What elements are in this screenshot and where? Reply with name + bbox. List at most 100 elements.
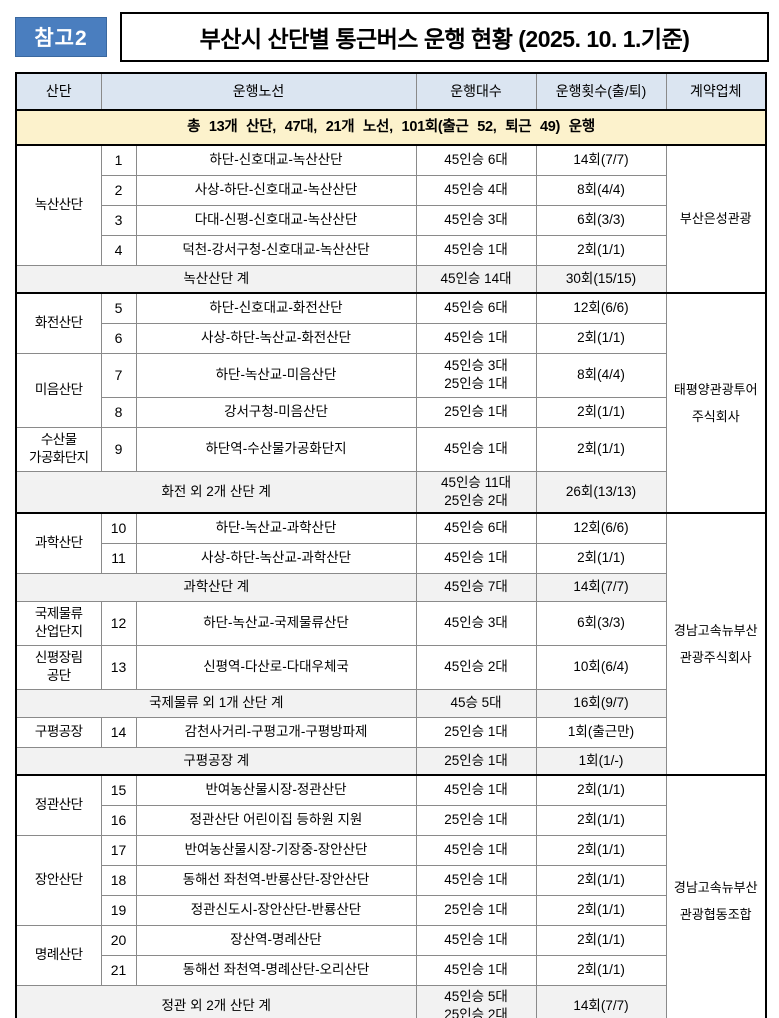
route-row: 3 다대-신평-신호대교-녹산산단 45인승 3대 6회(3/3) <box>16 204 766 236</box>
route-name: 감천사거리-구평고개-구평방파제 <box>135 716 417 748</box>
route-number: 12 <box>100 600 137 646</box>
bus-count: 45인승 1대 <box>415 234 537 266</box>
bus-count: 45인승 6대 <box>415 512 537 544</box>
route-row: 구평공장 14 감천사거리-구평고개-구평방파제 25인승 1대 1회(출근만) <box>15 716 766 748</box>
subtotal-bus-count: 45승 5대 <box>415 688 537 718</box>
route-row: 과학산단 10 하단-녹산교-과학산단 45인승 6대 12회(6/6) 경남고속뉴부산 … <box>15 512 767 776</box>
route-name: 하단-신호대교-녹산산단 <box>135 144 417 176</box>
route-name: 정관산단 어린이집 등하원 지원 <box>135 804 417 836</box>
subtotal-row: 과학산단 계 45인승 7대 14회(7/7) <box>15 572 766 602</box>
section-cell: 미음산단 <box>15 352 102 428</box>
bus-count: 45인승 3대 25인승 1대 <box>415 352 537 398</box>
contractor-cell: 태평양관광투어 주식회사 <box>665 292 767 514</box>
route-number: 16 <box>100 804 137 836</box>
col-header-bus-count: 운행대수 <box>415 72 537 111</box>
bus-count: 25인승 1대 <box>415 396 537 428</box>
bus-count: 25인승 1대 <box>415 894 537 926</box>
route-name: 동해선 좌천역-명례산단-오리산단 <box>135 954 417 986</box>
col-header-route: 운행노선 <box>100 72 417 111</box>
title-box: 부산시 산단별 통근버스 운행 현황 (2025. 10. 1.기준) <box>120 12 769 62</box>
trip-count: 2회(1/1) <box>535 426 667 472</box>
route-number: 15 <box>100 774 137 806</box>
route-row: 녹산산단 1 하단-신호대교-녹산산단 45인승 6대 14회(7/7) 부산은성관광 <box>15 144 767 294</box>
subtotal-bus-count: 45인승 11대 25인승 2대 <box>415 470 537 514</box>
route-number: 5 <box>100 292 137 324</box>
route-row: 신평장림 공단 13 신평역-다산로-다대우체국 45인승 2대 10회(6/4) <box>15 644 766 690</box>
subtotal-label: 과학산단 계 <box>15 572 417 602</box>
section-cell: 구평공장 <box>15 716 102 748</box>
trip-count: 6회(3/3) <box>535 204 667 236</box>
route-row: 국제물류 산업단지 12 하단-녹산교-국제물류산단 45인승 3대 6회(3/3) <box>15 600 766 646</box>
subtotal-row: 녹산산단 계 45인승 14대 30회(15/15) <box>15 264 766 294</box>
bus-count: 45인승 1대 <box>415 542 537 574</box>
trip-count: 12회(6/6) <box>535 512 667 544</box>
trip-count: 2회(1/1) <box>535 542 667 574</box>
route-row: 18 동해선 좌천역-반룡산단-장안산단 45인승 1대 2회(1/1) <box>16 864 766 896</box>
subtotal-trip-count: 16회(9/7) <box>535 688 667 718</box>
bus-count: 45인승 1대 <box>415 834 537 866</box>
subtotal-row: 국제물류 외 1개 산단 계 45승 5대 16회(9/7) <box>15 688 766 718</box>
route-number: 3 <box>100 204 137 236</box>
trip-count: 2회(1/1) <box>535 864 667 896</box>
summary-total-text: 총 13개 산단, 47대, 21개 노선, 101회(출근 52, 퇴근 49… <box>15 109 767 146</box>
route-number: 13 <box>100 644 137 690</box>
summary-row: 총 13개 산단, 47대, 21개 노선, 101회(출근 52, 퇴근 49… <box>15 109 767 146</box>
trip-count: 10회(6/4) <box>535 644 667 690</box>
contractor-cell: 경남고속뉴부산 관광주식회사 <box>665 512 767 776</box>
table-header-row: 산단 운행노선 운행대수 운행횟수(출/퇴) 계약업체 <box>15 72 767 111</box>
subtotal-label: 구평공장 계 <box>15 746 417 776</box>
trip-count: 8회(4/4) <box>535 174 667 206</box>
route-number: 4 <box>100 234 137 266</box>
bus-count: 45인승 3대 <box>415 204 537 236</box>
bus-count: 45인승 2대 <box>415 644 537 690</box>
trip-count: 14회(7/7) <box>535 144 667 176</box>
subtotal-label: 화전 외 2개 산단 계 <box>15 470 417 514</box>
route-number: 17 <box>100 834 137 866</box>
subtotal-bus-count: 25인승 1대 <box>415 746 537 776</box>
trip-count: 2회(1/1) <box>535 954 667 986</box>
bus-count: 45인승 6대 <box>415 144 537 176</box>
section-cell: 명례산단 <box>15 924 102 986</box>
route-number: 11 <box>100 542 137 574</box>
bus-count: 45인승 1대 <box>415 924 537 956</box>
route-row: 8 강서구청-미음산단 25인승 1대 2회(1/1) <box>16 396 766 428</box>
route-row: 4 덕천-강서구청-신호대교-녹산산단 45인승 1대 2회(1/1) <box>16 234 766 266</box>
route-row: 수산물 가공화단지 9 하단역-수산물가공화단지 45인승 1대 2회(1/1) <box>15 426 766 472</box>
route-number: 21 <box>100 954 137 986</box>
section-cell: 국제물류 산업단지 <box>15 600 102 646</box>
subtotal-trip-count: 26회(13/13) <box>535 470 667 514</box>
trip-count: 2회(1/1) <box>535 834 667 866</box>
route-row: 11 사상-하단-녹산교-과학산단 45인승 1대 2회(1/1) <box>16 542 766 574</box>
bus-operations-table: 산단 운행노선 운행대수 운행횟수(출/퇴) 계약업체 총 13개 산단, 47… <box>15 72 767 1018</box>
trip-count: 2회(1/1) <box>535 234 667 266</box>
route-number: 7 <box>100 352 137 398</box>
route-row: 2 사상-하단-신호대교-녹산산단 45인승 4대 8회(4/4) <box>16 174 766 206</box>
route-row: 19 정관신도시-장안산단-반룡산단 25인승 1대 2회(1/1) <box>16 894 766 926</box>
trip-count: 2회(1/1) <box>535 894 667 926</box>
subtotal-label: 정관 외 2개 산단 계 <box>15 984 417 1018</box>
route-number: 18 <box>100 864 137 896</box>
section-cell: 신평장림 공단 <box>15 644 102 690</box>
route-row: 화전산단 5 하단-신호대교-화전산단 45인승 6대 12회(6/6) 태평양관광투어 … <box>15 292 767 514</box>
route-name: 하단-녹산교-미음산단 <box>135 352 417 398</box>
bus-count: 45인승 1대 <box>415 774 537 806</box>
contractor-cell: 부산은성관광 <box>665 144 767 294</box>
route-name: 신평역-다산로-다대우체국 <box>135 644 417 690</box>
trip-count: 2회(1/1) <box>535 804 667 836</box>
page-title: 부산시 산단별 통근버스 운행 현황 (2025. 10. 1.기준) <box>199 26 690 52</box>
route-row: 21 동해선 좌천역-명례산단-오리산단 45인승 1대 2회(1/1) <box>16 954 766 986</box>
route-number: 9 <box>100 426 137 472</box>
route-number: 14 <box>100 716 137 748</box>
route-name: 사상-하단-신호대교-녹산산단 <box>135 174 417 206</box>
subtotal-label: 국제물류 외 1개 산단 계 <box>15 688 417 718</box>
route-number: 6 <box>100 322 137 354</box>
subtotal-row: 화전 외 2개 산단 계 45인승 11대 25인승 2대 26회(13/13) <box>15 470 766 514</box>
subtotal-bus-count: 45인승 7대 <box>415 572 537 602</box>
section-cell: 정관산단 <box>15 774 102 836</box>
route-name: 다대-신평-신호대교-녹산산단 <box>135 204 417 236</box>
route-name: 정관신도시-장안산단-반룡산단 <box>135 894 417 926</box>
subtotal-trip-count: 1회(1/-) <box>535 746 667 776</box>
route-number: 19 <box>100 894 137 926</box>
route-number: 8 <box>100 396 137 428</box>
